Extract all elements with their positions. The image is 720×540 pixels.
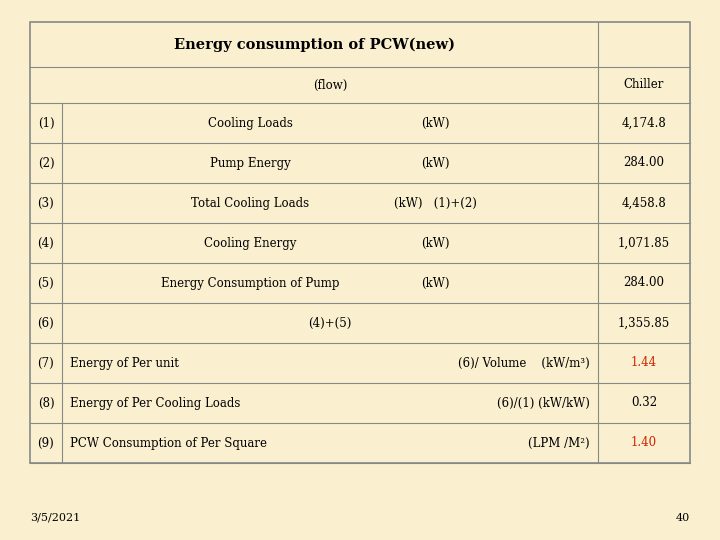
Text: (kW): (kW) — [420, 237, 449, 249]
Bar — [30, 22, 690, 463]
Text: (1): (1) — [37, 117, 54, 130]
Text: (7): (7) — [37, 356, 55, 369]
Text: (5): (5) — [37, 276, 55, 289]
Text: (kW): (kW) — [420, 276, 449, 289]
Text: (2): (2) — [37, 157, 54, 170]
Text: (9): (9) — [37, 436, 55, 449]
Text: Cooling Loads: Cooling Loads — [207, 117, 292, 130]
Text: Energy of Per Cooling Loads: Energy of Per Cooling Loads — [70, 396, 240, 409]
Text: (kW): (kW) — [420, 117, 449, 130]
Text: Chiller: Chiller — [624, 78, 664, 91]
Text: Energy consumption of PCW(new): Energy consumption of PCW(new) — [174, 37, 454, 52]
Text: (6)/(1) (kW/kW): (6)/(1) (kW/kW) — [497, 396, 590, 409]
Text: (4)+(5): (4)+(5) — [308, 316, 351, 329]
Text: Energy Consumption of Pump: Energy Consumption of Pump — [161, 276, 339, 289]
Text: (8): (8) — [37, 396, 54, 409]
Text: 1.44: 1.44 — [631, 356, 657, 369]
Text: 1,355.85: 1,355.85 — [618, 316, 670, 329]
Text: 0.32: 0.32 — [631, 396, 657, 409]
Text: (6): (6) — [37, 316, 55, 329]
Text: (kW)   (1)+(2): (kW) (1)+(2) — [394, 197, 477, 210]
Text: 1,071.85: 1,071.85 — [618, 237, 670, 249]
Text: Pump Energy: Pump Energy — [210, 157, 290, 170]
Text: 40: 40 — [676, 513, 690, 523]
Text: (flow): (flow) — [312, 78, 347, 91]
Text: Total Cooling Loads: Total Cooling Loads — [191, 197, 309, 210]
Text: (LPM /M²): (LPM /M²) — [528, 436, 590, 449]
Text: (3): (3) — [37, 197, 55, 210]
Text: 284.00: 284.00 — [624, 276, 665, 289]
Text: (4): (4) — [37, 237, 55, 249]
Text: 1.40: 1.40 — [631, 436, 657, 449]
Text: 4,458.8: 4,458.8 — [621, 197, 667, 210]
Text: 4,174.8: 4,174.8 — [621, 117, 667, 130]
Text: Cooling Energy: Cooling Energy — [204, 237, 296, 249]
Text: 284.00: 284.00 — [624, 157, 665, 170]
Text: (6)/ Volume    (kW/m³): (6)/ Volume (kW/m³) — [458, 356, 590, 369]
Text: Energy of Per unit: Energy of Per unit — [70, 356, 179, 369]
Text: (kW): (kW) — [420, 157, 449, 170]
Text: 3/5/2021: 3/5/2021 — [30, 513, 80, 523]
Text: PCW Consumption of Per Square: PCW Consumption of Per Square — [70, 436, 267, 449]
